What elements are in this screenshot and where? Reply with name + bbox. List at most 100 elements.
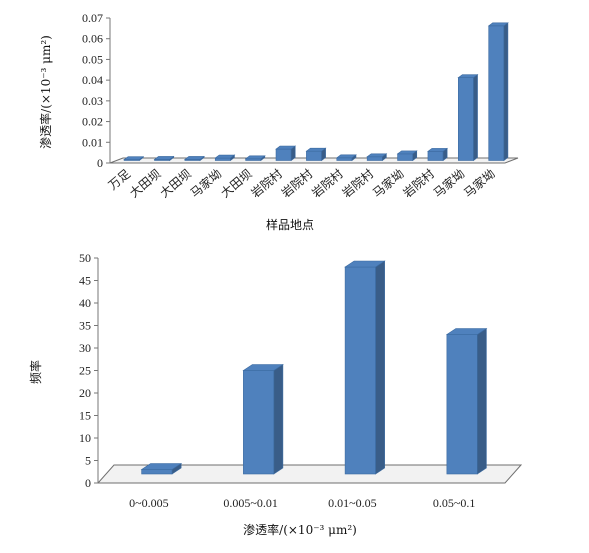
bar-top [487,22,509,27]
bar [153,155,175,162]
chart-1-y-axis-title: 渗透率/(×10⁻³ μm²) [38,35,53,149]
bar [396,150,418,162]
bar [123,156,145,162]
x-tick-label: 岩院村 [248,166,285,201]
bar-top [183,156,205,160]
y-tick-label: 0 [97,156,103,170]
x-tick-label: 0~0.005 [129,496,169,510]
y-tick-label: 0 [85,476,91,490]
y-tick-label: 30 [79,341,91,355]
bar-front [488,25,505,161]
y-tick-label: 0.04 [82,73,103,87]
bar-front [397,153,414,161]
x-tick-label: 0.05~0.1 [433,496,476,510]
y-tick-label: 35 [79,319,91,333]
bar [305,147,327,162]
bar [335,154,357,162]
chart-1-x-axis-title: 样品地点 [266,217,314,232]
y-tick-label: 5 [85,454,91,468]
bar-top [140,463,183,470]
bar-top [366,153,388,158]
y-tick-label: 10 [79,431,91,445]
x-tick-label: 大田坝 [218,167,255,201]
x-tick-label: 马家坳 [369,166,406,201]
x-tick-label: 马家坳 [430,166,467,201]
x-tick-label: 岩院村 [309,166,346,201]
y-tick-label: 0.01 [82,135,103,149]
bar-side [477,327,487,475]
bar [183,155,205,162]
bar-top [242,364,284,371]
bar [242,363,284,475]
y-tick-label: 0.02 [82,115,103,129]
bar [445,327,488,475]
chart-1: 0 0.01 0.02 0.03 0.04 0.05 0.06 0.07 万足大田坝大田坝马家… [38,11,519,232]
bar-top [214,154,236,159]
x-tick-label: 岩院村 [400,166,437,201]
bar [344,260,386,475]
y-tick-label: 0.06 [82,32,103,46]
bar [244,155,266,162]
y-tick-label: 0.03 [82,94,103,108]
chart-2-bars [140,260,488,475]
bar-top [335,154,357,159]
chart-1-bars [123,22,509,162]
bar-front [336,157,353,161]
bar-top [244,155,266,160]
bar [427,147,449,162]
bar-top [305,147,327,152]
chart-2-floor [96,464,523,484]
bar [457,74,479,162]
bar-front [275,148,292,161]
bar-front [458,77,474,161]
y-tick-label: 0.07 [82,11,103,25]
y-tick-label: 50 [79,251,91,265]
bar-side [503,22,509,162]
chart-2-x-tick-labels: 0~0.005 0.005~0.01 0.01~0.05 0.05~0.1 [129,496,475,510]
y-tick-label: 25 [79,364,91,378]
bar [366,153,388,162]
bar-side [273,363,284,475]
bar [214,154,236,162]
bar-top [445,328,488,335]
chart-2-y-ticks: 0 5 10 15 20 25 30 35 40 45 50 [79,251,98,490]
bar-side [375,260,385,475]
x-tick-label: 大田坝 [157,167,194,201]
bar-side [473,74,478,162]
bar-top [396,150,418,155]
bar-top [427,148,449,152]
bar-front [366,156,383,161]
bar-top [153,156,175,160]
bar-top [344,260,386,268]
chart-2-y-axis-title: 频率 [28,360,43,384]
y-tick-label: 40 [79,296,91,310]
bar-front [446,334,478,475]
bar [275,145,297,162]
chart-2: 0 5 10 15 20 25 30 35 40 45 50 0~0.005 0.005~0.01 0.… [28,251,523,537]
x-tick-label: 0.005~0.01 [223,496,278,510]
x-tick-label: 马家坳 [187,166,224,201]
bar-front [214,157,231,161]
bar-top [123,156,145,160]
bar-front [141,469,173,475]
chart-2-x-axis-title: 渗透率/(×10⁻³ μm²) [243,522,357,537]
bar-front [243,370,275,475]
y-tick-label: 45 [79,274,91,288]
x-tick-label: 岩院村 [278,166,315,201]
x-tick-label: 马家坳 [461,166,498,201]
bar-top [275,145,297,150]
x-tick-label: 0.01~0.05 [328,496,377,510]
bar-front [344,266,376,475]
y-tick-label: 0.05 [82,52,103,66]
y-tick-label: 15 [79,409,91,423]
x-tick-label: 大田坝 [127,167,164,201]
x-tick-label: 岩院村 [339,166,376,201]
bar [140,462,183,475]
bar-top [457,74,479,78]
bar-front [427,151,444,161]
y-tick-label: 20 [79,386,91,400]
floor-plane [96,464,523,484]
bar-front [306,150,322,161]
